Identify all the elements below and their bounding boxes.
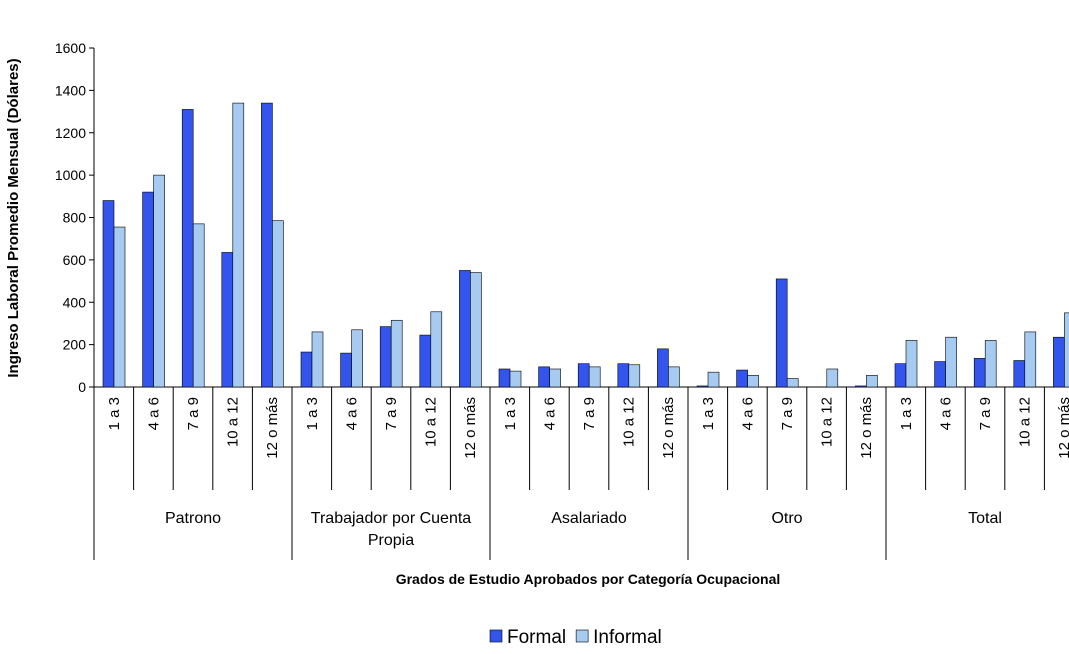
bar: [419, 334, 432, 388]
bar: [657, 348, 669, 388]
bar: [430, 311, 443, 388]
bar: [340, 352, 352, 388]
x-tick-label: 1 a 3: [304, 397, 321, 430]
bar: [1013, 360, 1026, 388]
bar: [192, 223, 205, 388]
bar: [549, 368, 561, 388]
bar: [379, 326, 392, 388]
bar: [866, 375, 878, 388]
y-axis-title: Ingreso Laboral Promedio Mensual (Dólare…: [5, 58, 22, 377]
bar: [102, 200, 115, 388]
legend-swatch: [575, 629, 589, 643]
x-tick-label: 12 o más: [1056, 397, 1069, 459]
y-tick-label: 1600: [55, 40, 86, 56]
y-tick-label: 400: [63, 294, 87, 310]
bar: [1024, 331, 1037, 388]
bar: [668, 366, 680, 388]
bar: [696, 385, 709, 388]
bar: [351, 329, 363, 388]
bar: [1053, 336, 1065, 388]
bar: [588, 366, 601, 388]
x-tick-label: 7 a 9: [383, 397, 400, 430]
y-tick-label: 600: [63, 252, 87, 268]
group-label: Total: [968, 510, 1002, 527]
x-tick-label: 7 a 9: [779, 397, 796, 430]
group-label: Patrono: [164, 510, 222, 527]
bar: [786, 378, 799, 388]
x-tick-label: 10 a 12: [423, 397, 440, 447]
bar: [775, 278, 788, 388]
bar: [945, 336, 957, 388]
bar: [221, 252, 234, 388]
bar: [905, 340, 918, 388]
bar: [1064, 312, 1069, 388]
bar: [628, 364, 641, 388]
x-tick-label: 4 a 6: [343, 397, 360, 430]
x-tick-label: 10 a 12: [819, 397, 836, 447]
x-tick-label: 12 o más: [462, 397, 479, 459]
y-tick-label: 200: [63, 337, 87, 353]
bar: [855, 385, 867, 388]
bar: [113, 226, 126, 388]
x-tick-label: 7 a 9: [581, 397, 598, 430]
x-tick-label: 12 o más: [858, 397, 875, 459]
y-tick-label: 1200: [55, 125, 86, 141]
bar: [470, 272, 482, 388]
x-tick-label: 12 o más: [660, 397, 677, 459]
x-tick-label: 1 a 3: [106, 397, 123, 430]
x-tick-label: 4 a 6: [145, 397, 162, 430]
bar: [300, 351, 313, 388]
y-tick-label: 1000: [55, 167, 86, 183]
bar: [894, 363, 907, 388]
bar: [736, 369, 748, 388]
bar: [538, 366, 550, 388]
bar: [826, 368, 839, 388]
bar: [498, 368, 511, 388]
bar: [390, 319, 403, 388]
x-tick-label: 7 a 9: [185, 397, 202, 430]
x-tick-label: 1 a 3: [700, 397, 717, 430]
bar: [984, 340, 997, 388]
bar: [577, 363, 590, 388]
bar: [459, 270, 471, 388]
y-tick-label: 1400: [55, 82, 86, 98]
x-tick-label: 1 a 3: [898, 397, 915, 430]
x-tick-label: 10 a 12: [1017, 397, 1034, 447]
x-tick-label: 4 a 6: [739, 397, 756, 430]
bar: [707, 371, 720, 388]
bar: [261, 102, 273, 388]
bar: [142, 191, 154, 388]
legend-swatch: [489, 629, 503, 643]
bar: [973, 358, 986, 388]
group-label: Asalariado: [551, 510, 627, 527]
group-label: Otro: [771, 510, 803, 527]
bar: [232, 102, 245, 388]
bar: [934, 361, 946, 388]
bar: [311, 331, 324, 388]
bar: [747, 375, 759, 388]
x-tick-label: 1 a 3: [502, 397, 519, 430]
y-tick-label: 0: [78, 379, 86, 395]
x-tick-label: 10 a 12: [225, 397, 242, 447]
x-tick-label: 7 a 9: [977, 397, 994, 430]
group-label: Trabajador por Cuenta Propia: [310, 510, 472, 549]
bar: [617, 363, 630, 388]
legend-label: Formal: [507, 627, 566, 648]
legend-label: Informal: [593, 627, 662, 648]
x-tick-label: 4 a 6: [541, 397, 558, 430]
bar: [272, 220, 284, 388]
bar: [509, 370, 522, 388]
x-tick-label: 4 a 6: [937, 397, 954, 430]
y-tick-label: 800: [63, 210, 87, 226]
x-tick-label: 10 a 12: [621, 397, 638, 447]
bar: [153, 174, 165, 388]
x-tick-label: 12 o más: [264, 397, 281, 459]
bar: [181, 109, 194, 388]
x-axis-title: Grados de Estudio Aprobados por Categorí…: [396, 571, 781, 587]
